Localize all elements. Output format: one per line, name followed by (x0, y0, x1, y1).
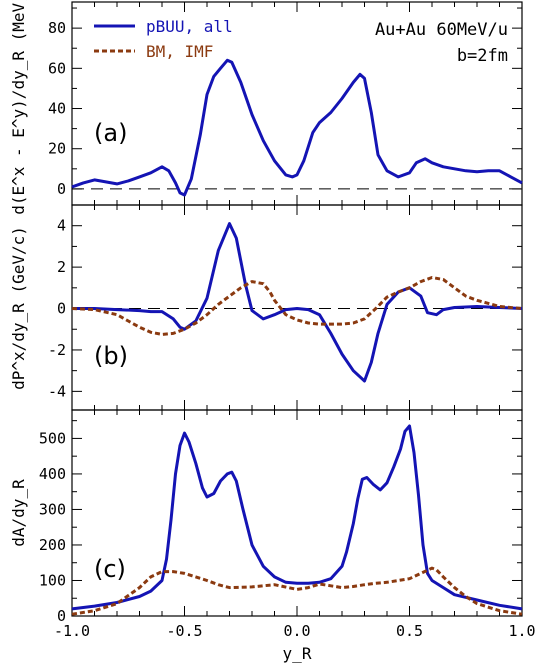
y-tick-label-c: 100 (39, 571, 66, 589)
y-tick-label-c: 200 (39, 536, 66, 554)
y-tick-label-b: 4 (57, 217, 66, 235)
x-tick-label: 1.0 (508, 622, 535, 640)
x-tick-label: 0.5 (396, 622, 423, 640)
legend-pbuu-label: pBUU, all (146, 17, 233, 36)
y-tick-label-b: 2 (57, 258, 66, 276)
y-tick-label-c: 400 (39, 465, 66, 483)
xlabel: y_R (283, 644, 312, 663)
y-tick-label-a: 60 (48, 59, 66, 77)
ylabel-a: d(E^x - E^y)/dy_R (MeV) (9, 0, 28, 215)
x-tick-label: -0.5 (166, 622, 202, 640)
y-tick-label-a: 40 (48, 100, 66, 118)
x-tick-label: 0.0 (283, 622, 310, 640)
y-tick-label-c: 300 (39, 500, 66, 518)
panel-b-label: (b) (94, 342, 128, 370)
panel-c-frame (71, 409, 523, 617)
y-tick-label-a: 20 (48, 140, 66, 158)
annotation-system: Au+Au 60MeV/u (375, 20, 508, 40)
series-line-pbuu-all-b (72, 222, 523, 383)
x-tick-label: -1.0 (54, 622, 90, 640)
y-tick-label-b: -4 (48, 382, 66, 400)
ylabel-b: dP^x/dy_R (GeV/c) (9, 226, 28, 390)
series-line-bm-imf-b (71, 276, 523, 336)
y-tick-label-a: 80 (48, 19, 66, 37)
y-tick-label-b: 0 (57, 300, 66, 318)
panel-c-label: (c) (94, 555, 126, 583)
y-tick-label-c: 0 (57, 607, 66, 625)
annotation-impact: b=2fm (457, 46, 508, 66)
y-tick-label-c: 500 (39, 429, 66, 447)
series-line-bm-imf-c (71, 566, 523, 616)
series-line-pbuu-all-a (71, 58, 523, 197)
series-line-pbuu-all-c (71, 424, 523, 611)
y-tick-label-b: -2 (48, 341, 66, 359)
y-tick-label-a: 0 (57, 180, 66, 198)
ylabel-c: dA/dy_R (9, 479, 28, 547)
legend-bm-label: BM, IMF (146, 42, 213, 61)
panel-a-label: (a) (94, 119, 127, 147)
